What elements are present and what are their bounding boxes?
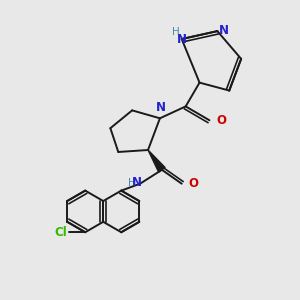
Text: O: O xyxy=(189,177,199,190)
Text: N: N xyxy=(219,24,230,37)
Polygon shape xyxy=(148,150,165,172)
Text: N: N xyxy=(177,32,187,46)
Text: H: H xyxy=(128,178,136,188)
Text: N: N xyxy=(132,176,142,189)
Text: N: N xyxy=(156,101,166,114)
Text: H: H xyxy=(172,27,180,37)
Text: O: O xyxy=(216,114,226,127)
Text: Cl: Cl xyxy=(55,226,68,239)
